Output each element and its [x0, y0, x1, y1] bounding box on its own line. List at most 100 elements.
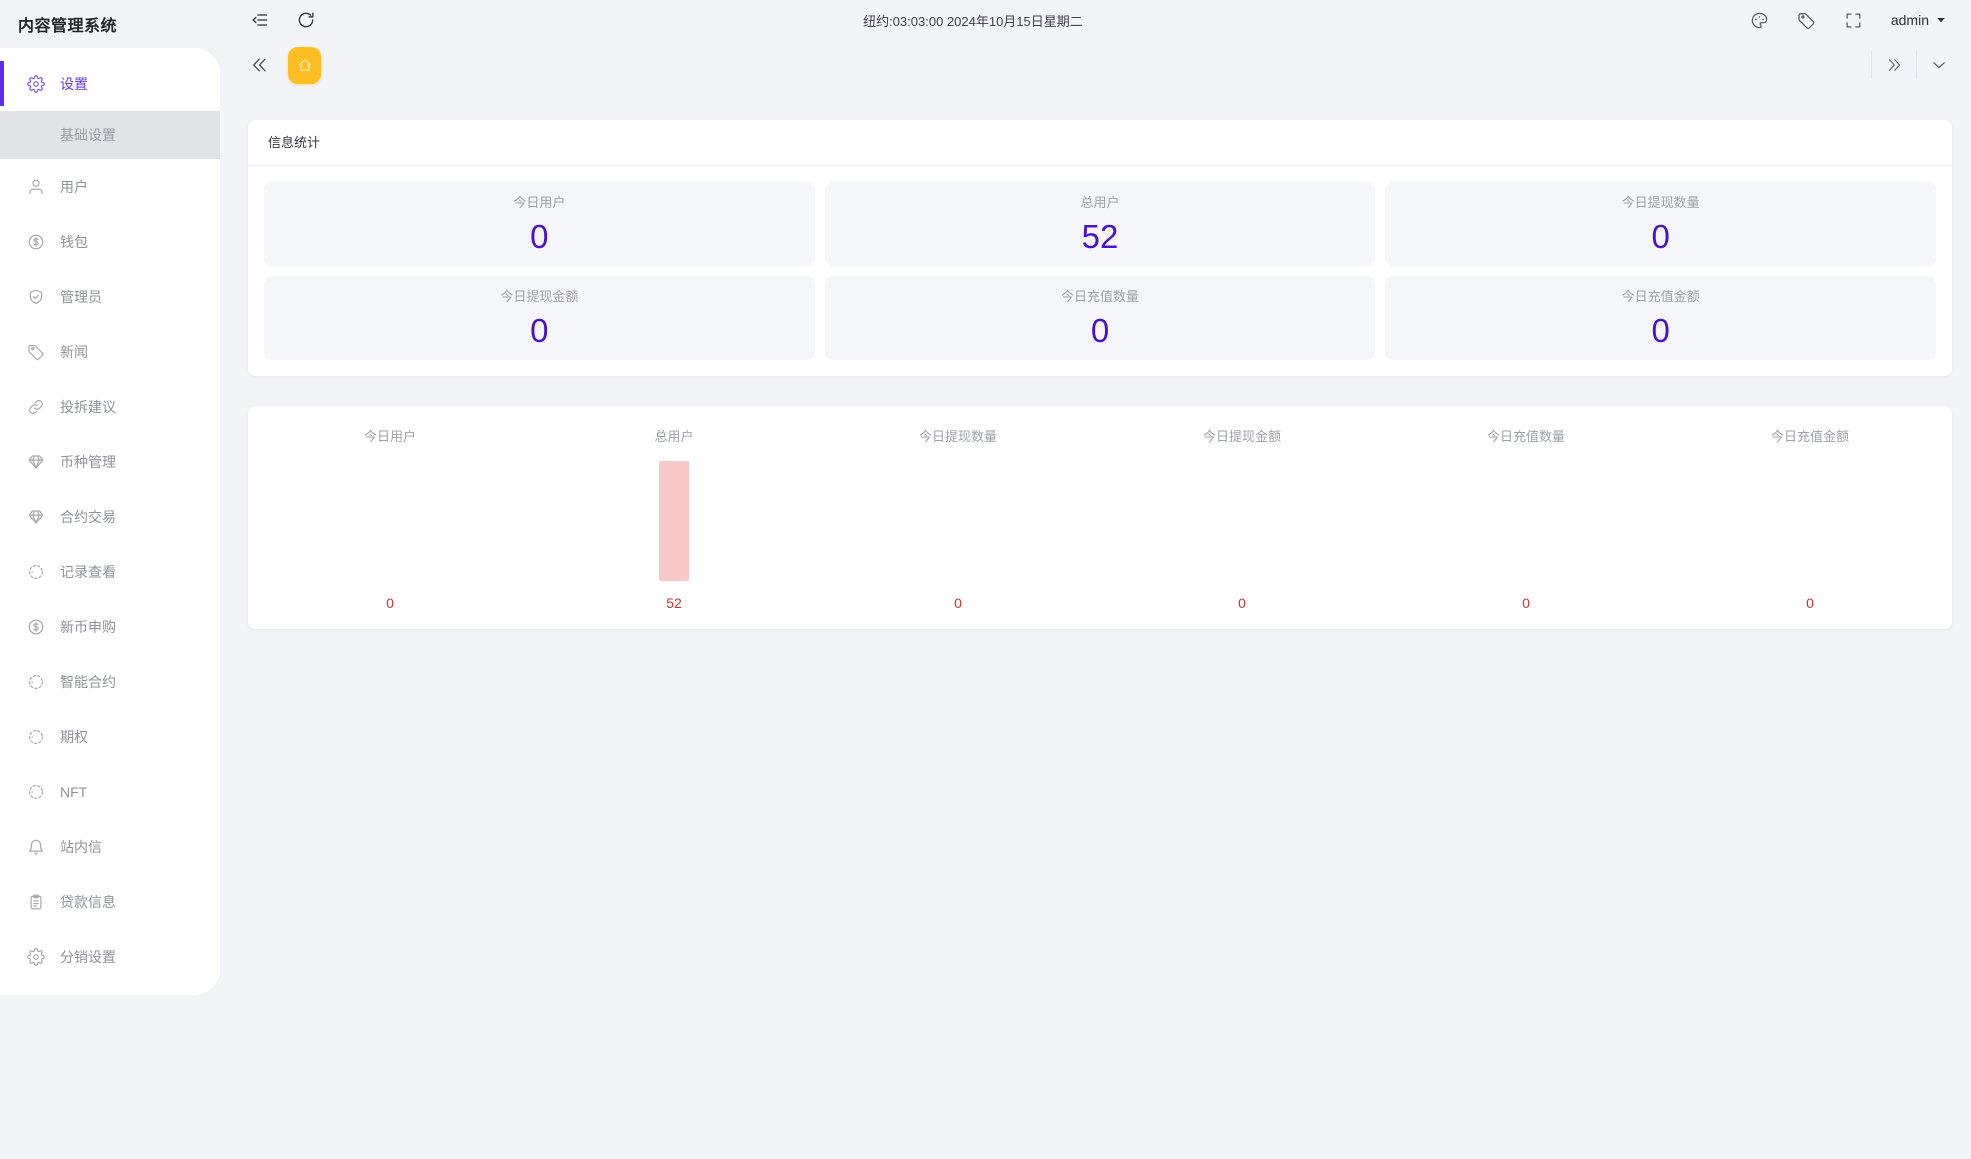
chart-category-label: 总用户 [654, 429, 694, 444]
chevrons-right-icon[interactable] [1871, 51, 1916, 79]
sidebar-item-options[interactable]: 期权 [0, 709, 220, 764]
shield-icon [27, 288, 45, 306]
stat-value: 0 [1651, 312, 1670, 349]
bar-area [659, 453, 689, 581]
tab-controls [1871, 51, 1961, 79]
refresh-icon[interactable] [296, 10, 316, 30]
stat-box: 今日提现金额 0 [264, 276, 815, 360]
sidebar-item-feedback[interactable]: 投拆建议 [0, 379, 220, 434]
chart-value-label: 0 [1522, 595, 1530, 611]
sidebar-item-label: 分销设置 [60, 948, 116, 965]
chart-column: 今日充值金额 0 [1668, 426, 1952, 611]
sidebar-item-label: 合约交易 [60, 508, 116, 525]
chart-value-label: 0 [386, 595, 394, 611]
sidebar-item-label: 站内信 [60, 838, 102, 855]
collapse-menu-icon[interactable] [250, 10, 270, 30]
sidebar-item-nft[interactable]: NFT [0, 764, 220, 819]
tag-icon[interactable] [1797, 11, 1816, 30]
sidebar-item-contract-trading[interactable]: 合约交易 [0, 489, 220, 544]
chart-column: 今日提现数量 0 [816, 426, 1100, 611]
sidebar-item-label: 新币申购 [60, 618, 116, 635]
chart-value-label: 0 [1238, 595, 1246, 611]
sidebar-item-users[interactable]: 用户 [0, 159, 220, 214]
chevron-down-icon[interactable] [1916, 51, 1961, 79]
dashed-icon [27, 563, 45, 581]
sidebar-menu: 设置基础设置 用户钱包管理员新闻投拆建议币种管理合约交易记录查看新币申购智能合约期… [0, 48, 220, 995]
chart-category-label: 今日提现金额 [1202, 429, 1281, 444]
sidebar-item-coin-management[interactable]: 币种管理 [0, 434, 220, 489]
clipboard-icon [27, 893, 45, 911]
fullscreen-icon[interactable] [1844, 11, 1863, 30]
main-content: 信息统计 今日用户 0 总用户 52 今日提现数量 0 今日提现金额 0 今日充值数量 0 今日充值… [220, 90, 1971, 629]
tabbar [220, 40, 1971, 90]
gem-icon [27, 453, 45, 471]
stat-box: 总用户 52 [824, 182, 1376, 266]
sidebar-item-label: 新闻 [60, 343, 88, 360]
stat-value: 52 [1081, 218, 1119, 255]
stat-box: 今日充值数量 0 [824, 276, 1376, 360]
gear-icon [27, 74, 45, 93]
stats-card: 信息统计 今日用户 0 总用户 52 今日提现数量 0 今日提现金额 0 今日充值数量 0 今日充值… [248, 120, 1952, 376]
username: admin [1890, 12, 1929, 28]
sidebar-item-admins[interactable]: 管理员 [0, 269, 220, 324]
dashed-icon [27, 673, 45, 691]
sidebar: 内容管理系统 设置基础设置 用户钱包管理员新闻投拆建议币种管理合约交易记录查看新币… [0, 0, 220, 1159]
topbar: 纽约:03:03:00 2024年10月15日星期二 admin [220, 0, 1971, 40]
sidebar-item-label: 设置 [60, 75, 88, 92]
sidebar-item-settings[interactable]: 设置 [0, 56, 220, 111]
palette-icon[interactable] [1750, 11, 1769, 30]
sidebar-item-label: 贷款信息 [60, 893, 116, 910]
chart-column: 今日充值数量 0 [1384, 426, 1668, 611]
gem-icon [27, 508, 45, 526]
tag-icon [27, 343, 45, 361]
chart-category-label: 今日充值数量 [1486, 429, 1565, 444]
sidebar-item-label: NFT [60, 783, 88, 800]
bar-chart: 今日用户 0 总用户 52 今日提现数量 0 今日提现金额 0 今日充值数量 0 今日充值金额 0 [248, 426, 1952, 611]
sidebar-item-new-coin-subscription[interactable]: 新币申购 [0, 599, 220, 654]
app-title: 内容管理系统 [18, 18, 118, 35]
stat-value: 0 [1651, 218, 1670, 255]
sidebar-item-site-messages[interactable]: 站内信 [0, 819, 220, 874]
chart-column: 总用户 52 [532, 426, 816, 611]
dashed-icon [27, 783, 45, 801]
chart-column: 今日用户 0 [248, 426, 532, 611]
sidebar-item-record-view[interactable]: 记录查看 [0, 544, 220, 599]
dollar-icon [27, 233, 45, 251]
sidebar-item-smart-contract[interactable]: 智能合约 [0, 654, 220, 709]
gear-icon [27, 947, 45, 966]
stat-label: 总用户 [1080, 195, 1120, 210]
chart-category-label: 今日提现数量 [918, 429, 997, 444]
sidebar-item-label: 记录查看 [60, 563, 116, 580]
sidebar-item-label: 智能合约 [60, 673, 116, 690]
stat-label: 今日提现金额 [500, 289, 579, 304]
stat-value: 0 [530, 312, 549, 349]
sidebar-item-loan-info[interactable]: 贷款信息 [0, 874, 220, 929]
chart-column: 今日提现金额 0 [1100, 426, 1384, 611]
stat-box: 今日用户 0 [264, 182, 815, 266]
sidebar-item-label: 投拆建议 [60, 398, 116, 415]
home-icon [296, 56, 314, 74]
sidebar-item-label: 管理员 [60, 288, 102, 305]
stats-card-title: 信息统计 [248, 120, 1952, 166]
chart-category-label: 今日用户 [363, 429, 416, 444]
chevrons-left-icon[interactable] [250, 55, 270, 75]
stat-label: 今日充值数量 [1060, 289, 1139, 304]
stats-grid: 今日用户 0 总用户 52 今日提现数量 0 今日提现金额 0 今日充值数量 0 今日充值金额 0 [248, 166, 1952, 376]
user-icon [27, 178, 45, 196]
sidebar-item-distribution-settings[interactable]: 分销设置 [0, 929, 220, 984]
stat-label: 今日用户 [513, 195, 566, 210]
sidebar-subitem-basic-settings[interactable]: 基础设置 [0, 111, 220, 159]
sidebar-item-label: 币种管理 [60, 453, 116, 470]
tab-home[interactable] [288, 46, 321, 84]
bar [659, 461, 689, 581]
clock-text: 纽约:03:03:00 2024年10月15日星期二 [863, 13, 1083, 29]
chart-value-label: 0 [954, 595, 962, 611]
user-menu[interactable]: admin [1891, 12, 1947, 28]
sidebar-item-news[interactable]: 新闻 [0, 324, 220, 379]
stat-label: 今日充值金额 [1621, 289, 1700, 304]
chart-value-label: 52 [666, 595, 682, 611]
sidebar-item-label: 钱包 [60, 233, 88, 250]
stat-box: 今日充值金额 0 [1385, 276, 1936, 360]
dollar-icon [27, 618, 45, 636]
sidebar-item-wallet[interactable]: 钱包 [0, 214, 220, 269]
